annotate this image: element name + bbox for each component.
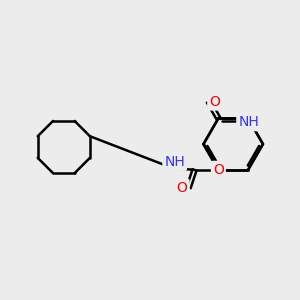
- Text: O: O: [213, 163, 224, 177]
- Text: NH: NH: [238, 115, 259, 129]
- Text: NH: NH: [164, 155, 185, 169]
- Text: O: O: [177, 181, 188, 195]
- Text: O: O: [209, 94, 220, 109]
